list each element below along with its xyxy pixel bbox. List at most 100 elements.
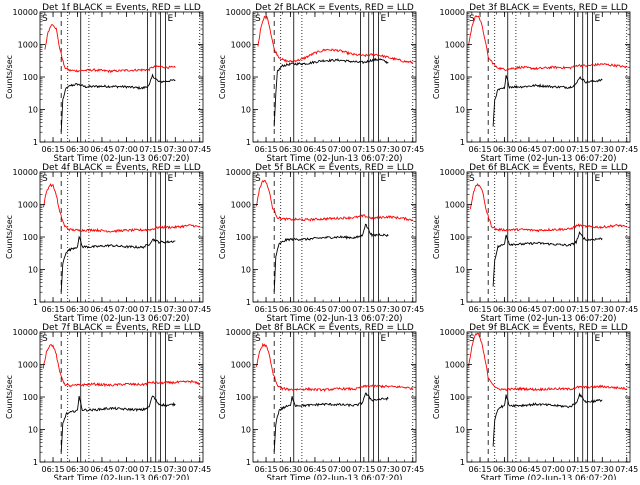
x-tick-label: 06:15: [469, 305, 492, 314]
start-mark: S: [469, 334, 475, 344]
x-tick-label: 06:30: [279, 145, 302, 154]
end-mark: E: [595, 334, 601, 344]
start-mark: S: [255, 14, 261, 24]
y-tick-label: 1: [246, 298, 251, 307]
x-tick-label: 07:30: [164, 305, 187, 314]
start-mark: S: [42, 14, 48, 24]
x-tick-label: 07:15: [566, 145, 589, 154]
y-tick-label: 10000: [13, 168, 38, 177]
x-tick-label: 07:45: [401, 145, 424, 154]
y-tick-label: 10: [241, 266, 251, 275]
x-tick-label: 06:30: [66, 305, 89, 314]
series-lld: [468, 332, 627, 392]
y-tick-label: 10000: [440, 328, 465, 337]
x-axis-label: Start Time (02-Jun-13 06:07:20): [54, 314, 190, 324]
y-axis-label: Counts/sec: [5, 55, 14, 99]
x-axis-label: Start Time (02-Jun-13 06:07:20): [267, 154, 403, 164]
y-axis-label: Counts/sec: [218, 375, 227, 419]
y-axis-label: Counts/sec: [218, 55, 227, 99]
y-tick-label: 1000: [445, 201, 465, 210]
x-tick-label: 07:15: [139, 305, 162, 314]
y-tick-label: 10000: [226, 328, 251, 337]
x-tick-label: 07:45: [615, 465, 638, 474]
x-tick-label: 06:45: [90, 465, 113, 474]
series-events: [60, 395, 176, 453]
series-lld: [255, 180, 413, 222]
y-tick-label: 10000: [226, 168, 251, 177]
x-axis-label: Start Time (02-Jun-13 06:07:20): [267, 314, 403, 324]
x-tick-label: 07:15: [139, 465, 162, 474]
y-tick-label: 1: [246, 458, 251, 467]
y-tick-label: 100: [236, 233, 251, 242]
y-tick-label: 100: [23, 73, 38, 82]
y-tick-label: 10: [28, 426, 38, 435]
x-tick-label: 07:30: [377, 465, 400, 474]
x-tick-label: 06:30: [66, 145, 89, 154]
x-tick-label: 06:45: [517, 465, 540, 474]
panel-title: Det 2f BLACK = Events, RED = LLD: [255, 3, 414, 13]
end-mark: E: [168, 334, 174, 344]
y-tick-label: 10000: [13, 328, 38, 337]
x-tick-label: 06:45: [90, 145, 113, 154]
y-tick-label: 10: [455, 106, 465, 115]
x-tick-label: 07:00: [542, 145, 565, 154]
y-tick-label: 10: [455, 266, 465, 275]
series-lld: [469, 182, 628, 233]
x-tick-label: 06:15: [255, 305, 278, 314]
start-mark: S: [42, 334, 48, 344]
y-tick-label: 10: [28, 266, 38, 275]
end-mark: E: [168, 14, 174, 24]
series-lld: [257, 15, 413, 64]
x-tick-label: 06:30: [66, 465, 89, 474]
plot-frame: [466, 331, 631, 463]
y-tick-label: 10: [455, 426, 465, 435]
x-tick-label: 06:15: [42, 465, 65, 474]
series-lld: [255, 342, 414, 392]
y-tick-label: 1000: [445, 361, 465, 370]
y-axis-label: Counts/sec: [218, 215, 227, 259]
x-tick-label: 06:15: [255, 145, 278, 154]
y-tick-label: 10000: [13, 8, 38, 17]
x-tick-label: 06:15: [42, 145, 65, 154]
x-tick-label: 07:45: [188, 465, 211, 474]
x-tick-label: 07:30: [377, 305, 400, 314]
x-tick-label: 06:15: [255, 465, 278, 474]
panel-title: Det 5f BLACK = Events, RED = LLD: [255, 163, 414, 173]
y-tick-label: 10: [241, 106, 251, 115]
series-events: [60, 73, 176, 133]
x-tick-label: 07:00: [328, 145, 351, 154]
x-axis-label: Start Time (02-Jun-13 06:07:20): [267, 474, 403, 480]
y-tick-label: 100: [450, 233, 465, 242]
plot-frame: [466, 11, 631, 143]
x-tick-label: 07:00: [115, 465, 138, 474]
x-tick-label: 07:45: [401, 465, 424, 474]
y-tick-label: 10: [241, 426, 251, 435]
y-tick-label: 1000: [18, 41, 38, 50]
x-tick-label: 06:30: [279, 465, 302, 474]
x-tick-label: 07:00: [328, 305, 351, 314]
x-tick-label: 07:15: [352, 465, 375, 474]
x-tick-label: 06:45: [517, 305, 540, 314]
y-tick-label: 10: [28, 106, 38, 115]
series-lld: [42, 344, 200, 388]
x-tick-label: 07:45: [615, 305, 638, 314]
x-tick-label: 07:00: [115, 305, 138, 314]
y-tick-label: 1000: [231, 361, 251, 370]
series-lld: [44, 24, 176, 74]
x-tick-label: 06:30: [493, 305, 516, 314]
x-tick-label: 07:15: [566, 465, 589, 474]
end-mark: E: [381, 334, 387, 344]
x-tick-label: 07:30: [591, 145, 614, 154]
y-tick-label: 10000: [440, 168, 465, 177]
end-mark: E: [168, 174, 174, 184]
x-tick-label: 07:30: [164, 465, 187, 474]
panel-title: Det 9f BLACK = Events, RED = LLD: [469, 323, 628, 333]
y-tick-label: 1000: [18, 361, 38, 370]
x-tick-label: 07:15: [566, 305, 589, 314]
start-mark: S: [255, 174, 261, 184]
